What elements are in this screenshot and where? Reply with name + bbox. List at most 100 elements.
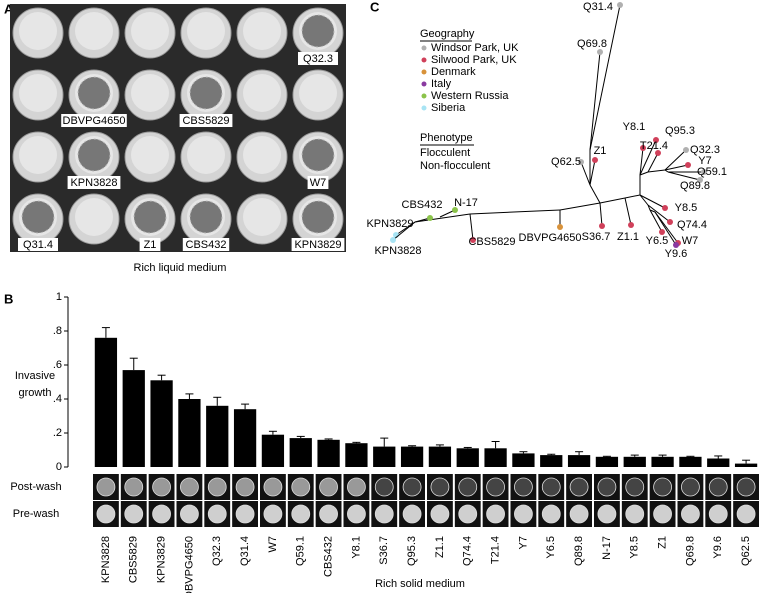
colony [301,14,335,48]
tree-tip [617,2,623,8]
tree-tip [628,222,634,228]
spot [263,477,283,497]
spot [319,477,338,497]
legend-dot [421,45,427,51]
tip-label: CBS432 [402,199,443,211]
tip-label: Y6.5 [646,235,669,247]
well-label: DBVPG4650 [63,115,126,127]
tree-branch [647,169,666,173]
well-label-box [182,238,230,251]
spot [152,477,171,497]
well-inner [131,136,169,174]
x-tick-label: KPN3829 [155,536,167,583]
tree-branch [639,171,649,176]
bar [567,455,591,467]
panel-label: B [4,291,13,306]
bar [484,448,507,467]
bar [512,453,535,467]
well-inner [75,12,113,50]
bar [707,458,730,467]
y-axis-label: Invasive [15,370,55,382]
bar [623,456,646,467]
legend-title: Phenotype [420,132,473,144]
bar [373,446,396,467]
tree-branch [580,161,591,186]
tip-label: Y7 [698,155,711,167]
well-label: Q31.4 [23,239,53,251]
well-label-box [307,176,329,189]
tree-tip [578,159,584,165]
spot [514,504,533,524]
tip-label: Q89.8 [680,180,710,192]
spot [207,504,227,524]
tree-branch [654,211,677,246]
x-tick-label: W7 [267,536,279,553]
spot [291,504,311,524]
legend-item: Silwood Park, UK [431,54,517,66]
tree-branch [392,221,416,241]
colony [189,200,223,234]
tip-label: Z1 [594,145,607,157]
spot [180,504,199,524]
x-tick-label: CBS5829 [128,536,140,583]
x-tick-label: Q69.8 [684,536,696,566]
tree-branch [599,202,603,227]
tip-label: KPN3829 [366,218,413,230]
tree-branch [559,202,601,211]
well-inner [131,12,169,50]
spot [514,477,533,497]
tree-branch [649,209,663,233]
well-inner [187,12,225,50]
spot [486,504,505,524]
tree-branch [469,213,474,241]
tip-label: Z1.1 [617,231,639,243]
row-label: Pre-wash [13,508,59,520]
y-tick-label: .8 [53,325,62,337]
spot [430,504,450,524]
well-inner [299,74,337,112]
x-tick-label: CBS432 [322,536,334,577]
tree-tip [390,237,396,243]
colony [133,200,167,234]
tree-tip [659,229,665,235]
spot [430,477,450,497]
bar [400,446,424,467]
legend-item: Siberia [431,102,466,114]
tree-branch [589,4,621,151]
tree-branch [647,152,659,173]
spot [708,477,728,497]
bar [289,438,312,467]
x-tick-label: Y6.5 [545,536,557,559]
well-inner [243,136,281,174]
spot [235,477,255,497]
tip-label: Q69.8 [577,38,607,50]
row-label: Post-wash [10,481,61,493]
spot [625,504,645,524]
spot [152,504,171,524]
tree-tip [557,224,563,230]
tip-label: N-17 [454,197,478,209]
colony [77,138,111,172]
spot [402,504,422,524]
tree-branch [589,184,601,204]
legend-item: Windsor Park, UK [431,42,519,54]
bar [261,434,285,467]
panel-label: A [4,1,14,16]
spot [180,477,199,497]
spot [708,504,728,524]
y-tick-label: .2 [53,427,62,439]
well-label: Q32.3 [303,53,333,65]
spot [291,477,311,497]
spot [597,477,617,497]
tip-label: Y8.1 [623,121,646,133]
tree-tip [683,147,689,153]
tree-tip [599,223,605,229]
legend-item: Italy [431,78,452,90]
tree-tip [697,177,703,183]
well-label-box [61,114,127,127]
tree-tip [640,145,646,151]
well-inner [19,74,57,112]
tip-label: Q59.1 [697,166,727,178]
spot [569,477,589,497]
bar [651,456,674,467]
